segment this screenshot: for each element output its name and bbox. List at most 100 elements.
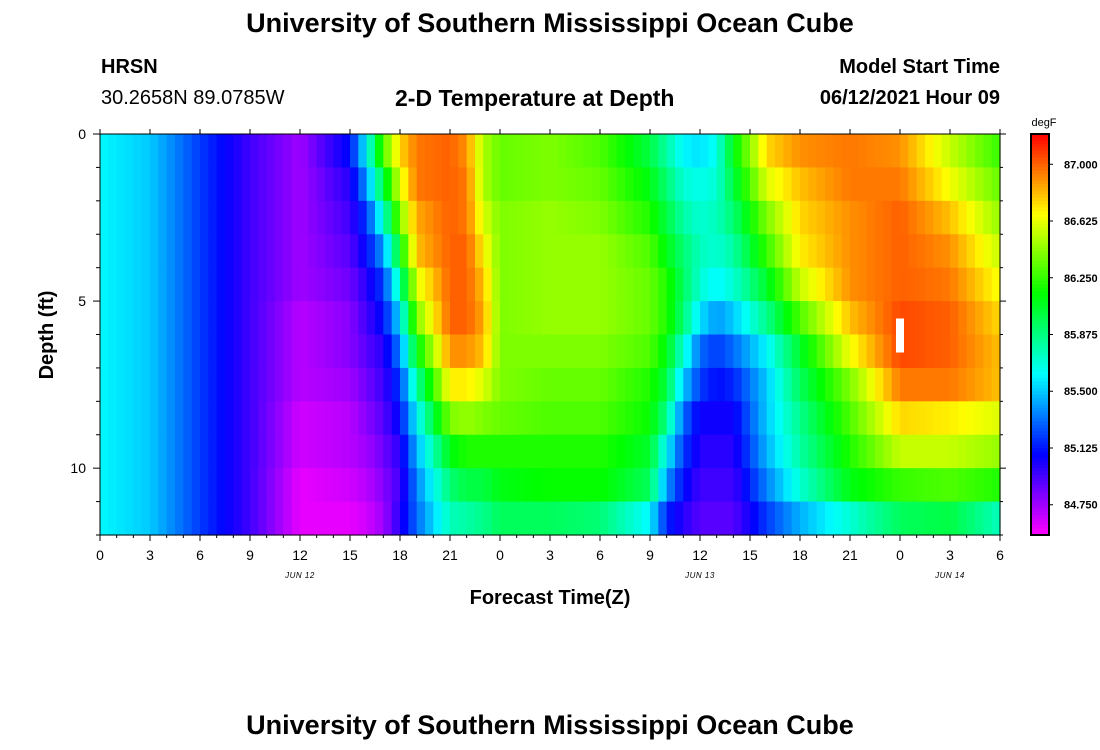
heatmap-cell [216, 200, 226, 235]
heatmap-cell [716, 334, 726, 369]
heatmap-cell [966, 167, 976, 202]
heatmap-cell [966, 234, 976, 269]
heatmap-cell [758, 334, 768, 369]
heatmap-cell [683, 434, 693, 469]
heatmap-cell [383, 334, 393, 369]
heatmap-cell [333, 234, 343, 269]
heatmap-cell [516, 134, 526, 169]
heatmap-cell [516, 367, 526, 402]
heatmap-cell [158, 134, 168, 169]
heatmap-cell [725, 167, 734, 202]
heatmap-cell [258, 367, 268, 402]
heatmap-cell [441, 134, 451, 169]
heatmap-cell [816, 301, 826, 336]
heatmap-cell [191, 501, 201, 536]
heatmap-cell [750, 200, 759, 235]
heatmap-cell [275, 234, 284, 269]
heatmap-cell [266, 134, 276, 169]
heatmap-cell [158, 401, 168, 436]
heatmap-cell [341, 200, 351, 235]
heatmap-cell [683, 501, 693, 536]
heatmap-cell [950, 501, 959, 536]
heatmap-cell [933, 167, 943, 202]
heatmap-cell [316, 301, 326, 336]
heatmap-cell [758, 367, 768, 402]
heatmap-cell [475, 134, 484, 169]
heatmap-cell [683, 367, 693, 402]
x-tick-label: 21 [442, 547, 458, 563]
colorbar-segment [1031, 367, 1049, 372]
heatmap-cell [775, 468, 784, 503]
heatmap-cell [966, 267, 976, 302]
heatmap-cell [450, 234, 459, 269]
heatmap-cell [966, 401, 976, 436]
heatmap-cell [225, 167, 234, 202]
heatmap-cell [591, 200, 601, 235]
heatmap-cell [466, 234, 476, 269]
heatmap-cell [691, 267, 701, 302]
heatmap-cell [600, 434, 609, 469]
heatmap-cell [166, 501, 176, 536]
heatmap-cell [575, 367, 584, 402]
heatmap-cell [333, 501, 343, 536]
heatmap-cell [300, 234, 309, 269]
heatmap-cell [266, 334, 276, 369]
heatmap-cell [491, 434, 501, 469]
heatmap-cell [108, 167, 118, 202]
heatmap-cell [291, 134, 301, 169]
heatmap-cell [358, 501, 368, 536]
heatmap-cell [183, 334, 193, 369]
heatmap-cell [358, 234, 368, 269]
colorbar-segment [1031, 170, 1049, 175]
heatmap-cell [475, 200, 484, 235]
heatmap-cell [891, 200, 901, 235]
heatmap-cell [391, 334, 401, 369]
heatmap-cell [100, 167, 109, 202]
heatmap-cell [775, 367, 784, 402]
heatmap-cell [891, 301, 901, 336]
heatmap-cell [241, 501, 251, 536]
heatmap-cell [716, 234, 726, 269]
heatmap-cell [850, 134, 859, 169]
heatmap-cell [125, 167, 134, 202]
heatmap-cell [683, 134, 693, 169]
colorbar-segment [1031, 324, 1049, 329]
heatmap-cell [641, 501, 651, 536]
heatmap-cell [775, 234, 784, 269]
heatmap-cell [658, 200, 668, 235]
heatmap-cell [566, 301, 576, 336]
heatmap-cell [541, 334, 551, 369]
heatmap-cell [133, 401, 143, 436]
heatmap-cell [208, 267, 218, 302]
heatmap-cell [533, 234, 543, 269]
heatmap-cell [958, 301, 968, 336]
heatmap-cell [633, 200, 643, 235]
colorbar-segment [1031, 411, 1049, 416]
heatmap-cell [383, 468, 393, 503]
heatmap-cell [158, 367, 168, 402]
heatmap-cell [525, 334, 534, 369]
heatmap-cell [791, 334, 801, 369]
colorbar-segment [1031, 521, 1049, 526]
heatmap-cell [333, 367, 343, 402]
heatmap-cell [350, 434, 359, 469]
heatmap-cell [816, 434, 826, 469]
heatmap-cell [391, 134, 401, 169]
heatmap-cell [216, 468, 226, 503]
heatmap-cell [633, 267, 643, 302]
heatmap-cell [541, 367, 551, 402]
heatmap-cell [658, 167, 668, 202]
heatmap-cell [616, 167, 626, 202]
heatmap-cell [566, 468, 576, 503]
heatmap-cell [108, 234, 118, 269]
colorbar-segment [1031, 160, 1049, 165]
heatmap-cell [666, 134, 676, 169]
heatmap-cell [825, 501, 834, 536]
heatmap-cell [575, 134, 584, 169]
heatmap-cell [900, 200, 909, 235]
heatmap-cell [975, 501, 984, 536]
heatmap-cell [291, 501, 301, 536]
heatmap-cell [316, 167, 326, 202]
heatmap-cell [508, 434, 518, 469]
heatmap-cell [358, 134, 368, 169]
